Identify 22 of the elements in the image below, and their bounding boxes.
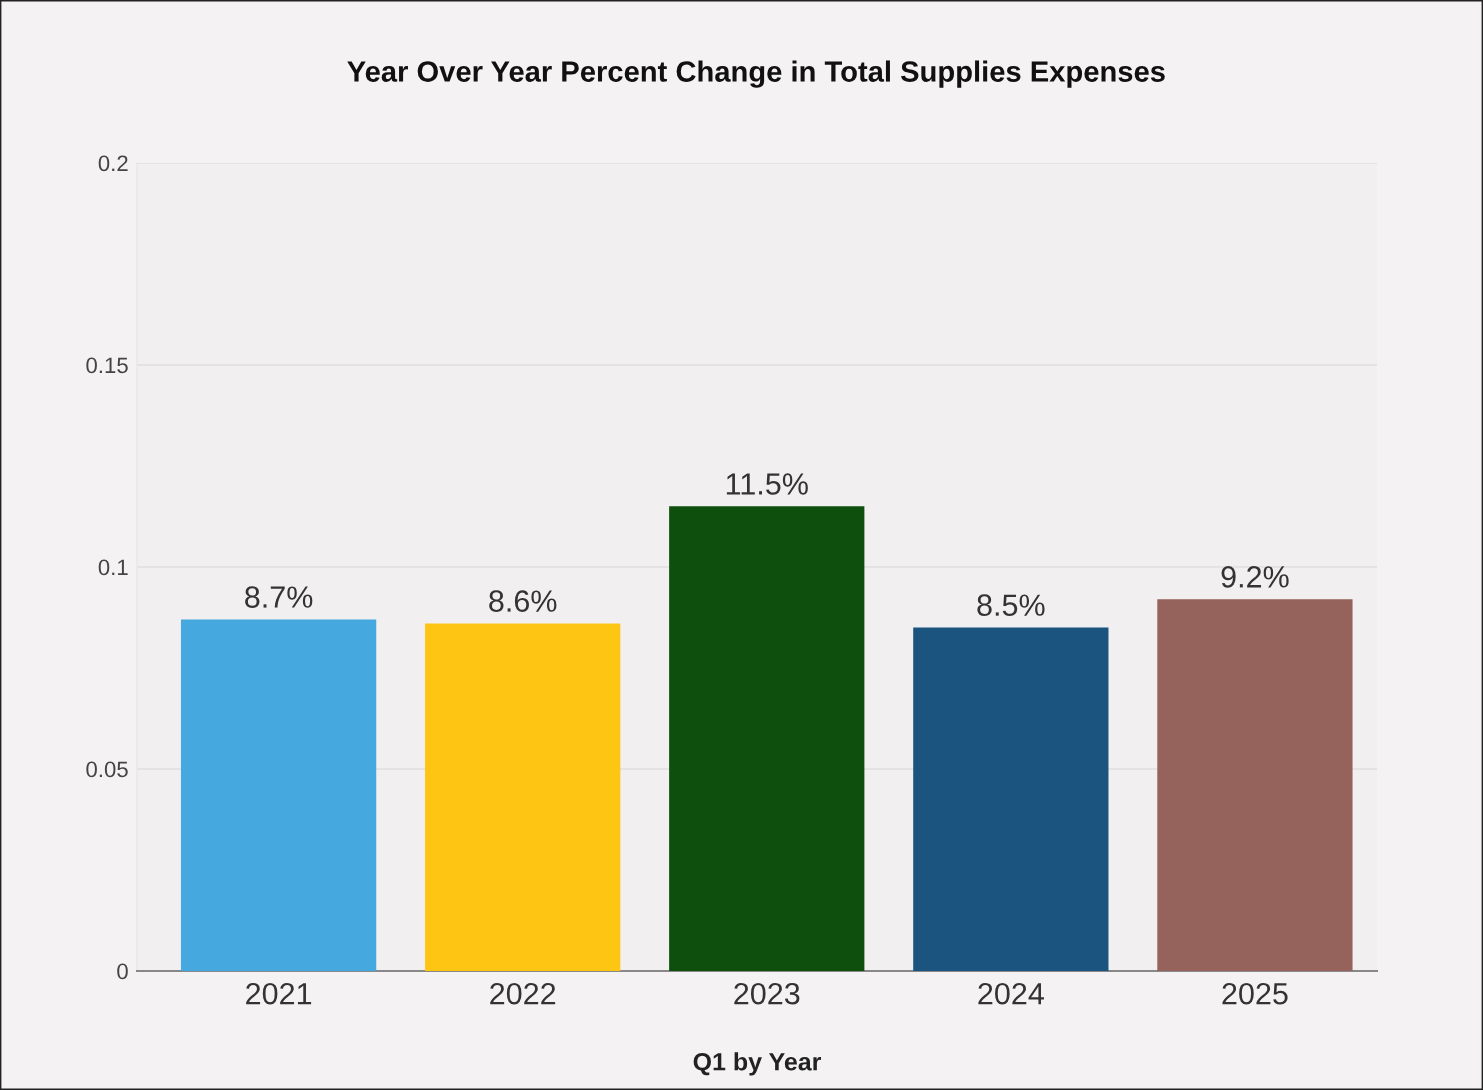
bar	[669, 506, 865, 971]
bar	[913, 627, 1109, 971]
y-tick-label: 0	[117, 963, 128, 980]
y-tick-label: 0.2	[98, 155, 128, 172]
y-tick-label: 0.1	[98, 559, 128, 576]
data-label: 8.5%	[977, 594, 1045, 616]
x-tick-label: 2023	[734, 982, 800, 1005]
data-label: 11.5%	[726, 473, 808, 495]
x-tick-label: 2025	[1222, 982, 1288, 1005]
data-label: 9.2%	[1221, 566, 1289, 588]
data-label: 8.7%	[245, 586, 313, 608]
bar	[425, 623, 621, 971]
chart-title: Year Over Year Percent Change in Total Supplies Expenses	[347, 60, 1165, 88]
bar	[1157, 599, 1353, 971]
x-tick-label: 2024	[978, 982, 1044, 1005]
data-label: 8.6%	[489, 590, 557, 612]
x-tick-label: 2022	[490, 982, 556, 1005]
x-axis-title: Q1 by Year	[693, 1052, 822, 1076]
y-tick-label: 0.05	[86, 761, 128, 778]
y-tick-label: 0.15	[86, 357, 128, 374]
bar	[180, 619, 377, 971]
x-tick-label: 2021	[246, 982, 312, 1005]
